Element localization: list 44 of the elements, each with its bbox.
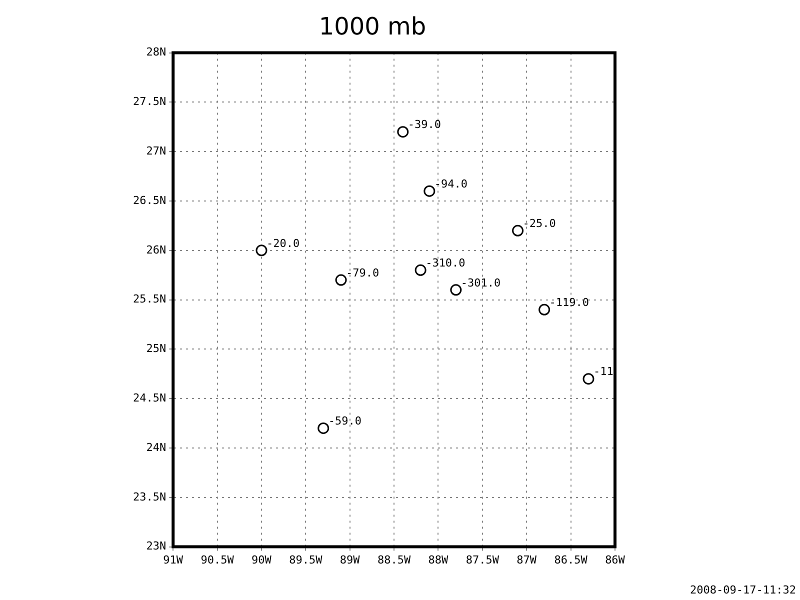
y-tick-label: 23.5N — [132, 490, 166, 504]
x-tick-label: 88W — [428, 553, 449, 566]
point — [397, 126, 409, 138]
point — [582, 373, 594, 385]
annotation: -59.0 — [328, 414, 362, 428]
x-tick-label: 86W — [605, 553, 626, 566]
annotation: -20.0 — [266, 236, 300, 250]
y-tick-label: 27N — [146, 144, 166, 158]
point — [414, 264, 426, 276]
x-tick-label: 86.5W — [554, 553, 588, 566]
y-tick-label: 26.5N — [132, 194, 166, 207]
text: 2008-09-17-11:32 — [690, 583, 796, 596]
point — [538, 304, 550, 316]
y-tick-label: 27.5N — [132, 95, 166, 108]
annotation: -310.0 — [426, 256, 466, 270]
annotation: -119.0 — [549, 296, 590, 310]
y-tick-label: 28N — [146, 46, 166, 59]
point — [256, 244, 268, 256]
annotation: -79.0 — [346, 266, 380, 280]
x-tick-label: 90.5W — [200, 553, 234, 566]
x-tick-label: 88.5W — [377, 553, 411, 566]
x-tick-label: 90W — [252, 553, 272, 566]
point — [335, 274, 347, 286]
y-tick-label: 24.5N — [132, 391, 166, 404]
point — [424, 185, 436, 197]
y-tick-label: 25N — [146, 342, 166, 356]
y-tick-label: 26N — [146, 243, 166, 256]
chart-title: 1000 mb — [318, 12, 426, 41]
point — [450, 284, 462, 296]
y-tick-label: 23N — [146, 540, 166, 553]
x-tick-label: 87W — [516, 553, 537, 566]
annotation: -25.0 — [522, 217, 556, 230]
point — [512, 224, 524, 236]
annotation: -301.0 — [460, 276, 501, 290]
annotation: -94.0 — [434, 177, 468, 190]
y-tick-label: 24N — [146, 440, 166, 454]
x-tick-label: 89W — [340, 553, 360, 566]
annotation: -11 — [593, 365, 614, 378]
point — [318, 422, 330, 434]
x-tick-label: 91W — [163, 553, 184, 566]
annotation: -39.0 — [408, 118, 442, 132]
x-tick-label: 87.5W — [466, 553, 500, 566]
x-tick-label: 89.5W — [289, 553, 323, 566]
y-tick-label: 25.5N — [132, 292, 166, 306]
